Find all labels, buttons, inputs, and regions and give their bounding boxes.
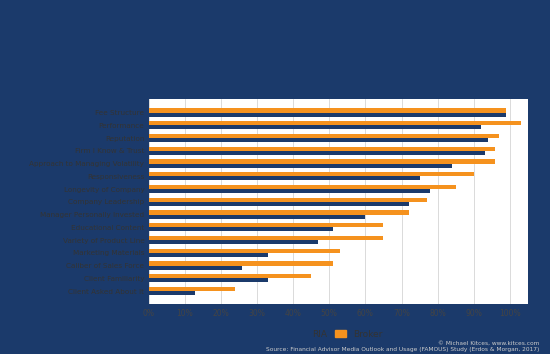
Text: FACTORS OF IMPORTANCE FOR ADVISORS
WHEN SELECTING A FUND (RIA VS BROKERS): FACTORS OF IMPORTANCE FOR ADVISORS WHEN … — [180, 35, 496, 64]
Bar — [148, 198, 427, 202]
Bar — [148, 278, 268, 282]
Bar — [148, 274, 311, 278]
Bar — [148, 227, 333, 232]
Bar — [148, 147, 496, 151]
Bar — [148, 223, 383, 227]
Bar — [148, 113, 507, 116]
Bar — [148, 210, 409, 215]
Bar — [148, 291, 195, 295]
Bar — [148, 185, 456, 189]
Bar — [148, 189, 431, 193]
Text: Percentage Of Advisors Who Report Factor Is 'Important: Percentage Of Advisors Who Report Factor… — [195, 323, 482, 332]
Bar — [148, 108, 507, 113]
Bar — [148, 125, 481, 129]
Bar — [148, 287, 235, 291]
Bar — [148, 215, 365, 219]
Bar — [148, 121, 521, 125]
Bar — [148, 138, 488, 142]
Bar — [148, 159, 496, 164]
Bar — [148, 240, 318, 244]
Bar — [148, 236, 383, 240]
Bar — [148, 249, 340, 253]
Bar — [148, 172, 474, 176]
Bar — [148, 134, 499, 138]
Bar — [148, 253, 268, 257]
Legend: RIA, Broker: RIA, Broker — [293, 328, 384, 341]
Text: © Michael Kitces, www.kitces.com
Source: Financial Advisor Media Outlook and Usa: © Michael Kitces, www.kitces.com Source:… — [266, 341, 539, 352]
Bar — [148, 151, 485, 155]
Bar — [148, 202, 409, 206]
Bar — [148, 266, 243, 270]
Bar — [148, 176, 420, 180]
Bar — [148, 262, 333, 266]
Bar — [148, 164, 452, 167]
